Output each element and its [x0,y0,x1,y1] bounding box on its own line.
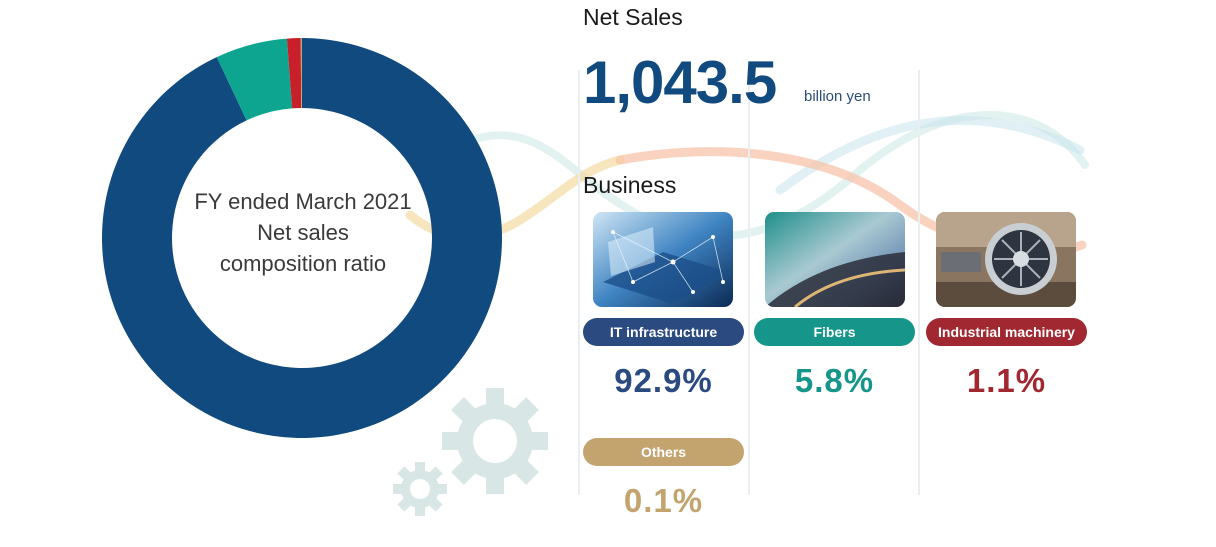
donut-center-label: FY ended March 2021 Net sales compositio… [168,186,438,279]
others-percent: 0.1% [623,482,704,519]
net-sales-unit: billion yen [804,88,871,105]
composition-ratio-label: composition ratio [219,251,387,276]
fibers-label: Fibers [754,318,915,346]
fiscal-year-label: FY ended March 2021 [194,189,412,214]
small-gear-icon [393,462,447,516]
net-sales-value: 1,043.5 [583,49,777,116]
industrial-machinery-label: Industrial machinery [926,318,1087,346]
column-divider [918,70,920,495]
jet-engine-image [936,212,1076,307]
net-sales-title: Net Sales [583,4,683,30]
it-infrastructure-label: IT infrastructure [583,318,744,346]
fiber-sheet-image [765,212,905,307]
fibers-percent: 5.8% [794,362,875,399]
network-laptop-image [593,212,733,307]
donut-slice-industrial-machinery [286,38,302,109]
blue-wave-decoration [775,115,1085,195]
sales-composition-donut-chart [101,38,502,438]
net-sales-label: Net sales [257,220,349,245]
donut-slice-others [300,38,302,109]
business-title: Business [583,172,677,198]
others-label: Others [583,438,744,466]
industrial-machinery-percent: 1.1% [966,362,1047,399]
donut-slice-it-infrastructure [101,38,502,438]
column-divider [748,70,750,495]
column-divider [578,70,580,495]
it-infrastructure-percent: 92.9% [614,362,713,399]
donut-slice-fibers [216,38,293,121]
